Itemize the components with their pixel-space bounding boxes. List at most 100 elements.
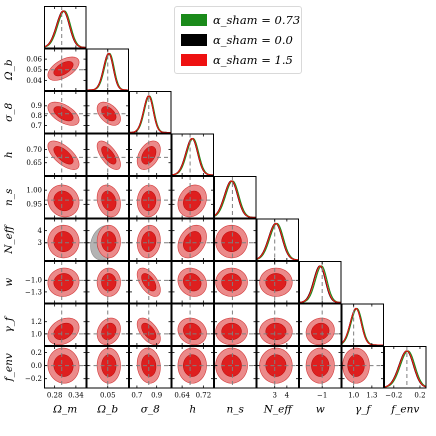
panel-frame [299,303,342,346]
panel-6-1 [86,261,129,304]
y-tick-label: 0.70 [26,146,42,154]
panel-ticks [136,91,158,134]
legend-swatch-red [181,54,207,66]
panel-ticks [44,91,87,134]
panel-ticks [86,133,129,176]
panel-ticks [86,346,129,389]
panel-2-2 [129,91,172,134]
y-axis-label: γ_f [3,315,15,333]
x-tick-label: −1 [317,392,327,400]
y-tick-label: 0.04 [26,77,42,85]
legend-swatch-black [181,34,207,46]
panel-frame [129,261,172,304]
panel-8-0 [44,346,87,389]
y-tick-label: −1.3 [25,288,42,296]
panel-frame [44,218,87,261]
contour-inner [311,322,330,340]
contour-inner [183,354,202,377]
panel-ticks [341,346,384,389]
panel-4-3 [171,176,214,219]
panel-3-3 [171,133,214,176]
contour-inner [101,231,117,252]
panel-frame [214,176,257,219]
panel-bg [214,176,257,219]
panel-8-6 [299,346,342,389]
panel-ticks [171,176,214,219]
panel-frame [129,303,172,346]
contour-inner [101,273,117,292]
contour-inner [53,61,74,77]
panel-ticks [44,261,87,304]
panel-bg [299,261,342,304]
panel-ticks [44,346,87,389]
panel-ticks [54,6,77,49]
panel-ticks [44,133,87,176]
contour-inner [183,273,202,292]
y-axis-label: Ω_b [3,59,15,81]
panel-frame [129,346,172,389]
panel-frame [384,346,427,389]
panel-frame [171,261,214,304]
panel-ticks [129,303,172,346]
contour-inner [53,146,74,165]
y-axis-label: f_env [3,353,15,382]
x-tick-label: 0.64 [174,392,190,400]
legend-entry-alpha-00: α_sham = 0.0 [181,32,297,48]
panel-frame [171,176,214,219]
panel-5-1 [86,218,129,261]
y-tick-label: 0.8 [31,112,42,120]
marginal-curve [384,350,427,388]
x-tick-label: 0.7 [131,392,142,400]
panel-8-3 [171,346,214,389]
panel-frame [214,261,257,304]
panel-frame [171,303,214,346]
legend-label: α_sham = 1.5 [213,53,293,67]
x-axis-label: f_env [390,404,419,416]
panel-ticks [129,218,172,261]
contour-inner [101,190,117,212]
panel-ticks [256,261,299,304]
panel-frame [171,346,214,389]
marginal-curve [256,222,299,261]
x-tick-label: 0.28 [47,392,63,400]
legend: α_sham = 0.73 α_sham = 0.0 α_sham = 1.5 [174,6,302,74]
marginal-curve [171,137,214,176]
y-tick-label: 0.7 [31,122,42,130]
marginal-curve [214,180,257,219]
y-axis-label: n_s [3,188,15,206]
panel-0-0 [44,6,87,49]
x-tick-label: 3 [272,392,276,400]
contour-inner [101,322,117,340]
contour-inner [183,231,202,252]
x-tick-label: 4 [285,392,290,400]
panel-4-4 [214,176,257,219]
contour-inner [265,322,287,340]
panel-frame [341,346,384,389]
panel-frame [44,176,87,219]
panel-8-2 [129,346,172,389]
panel-frame [44,303,87,346]
panel-2-0 [44,91,87,134]
marginal-curve [86,52,129,91]
y-tick-label: −1.0 [25,277,42,285]
panel-6-3 [171,261,214,304]
contour-inner [53,273,74,292]
panel-frame [256,261,299,304]
panel-ticks [171,261,214,304]
panel-frame [44,261,87,304]
panel-5-2 [129,218,172,261]
panel-7-3 [171,303,214,346]
y-tick-label: 3 [38,239,42,247]
x-tick-label: 1.3 [366,392,377,400]
legend-entry-alpha-15: α_sham = 1.5 [181,52,297,68]
marginal-curve [384,350,427,388]
panel-8-8 [384,346,427,389]
panel-frame [256,303,299,346]
panel-ticks [353,303,373,346]
panel-ticks [171,218,214,261]
y-tick-label: 1.0 [31,330,42,338]
panel-frame [214,303,257,346]
y-axis-label: w [3,278,15,287]
x-tick-label: −0.2 [385,392,402,400]
panel-7-5 [256,303,299,346]
